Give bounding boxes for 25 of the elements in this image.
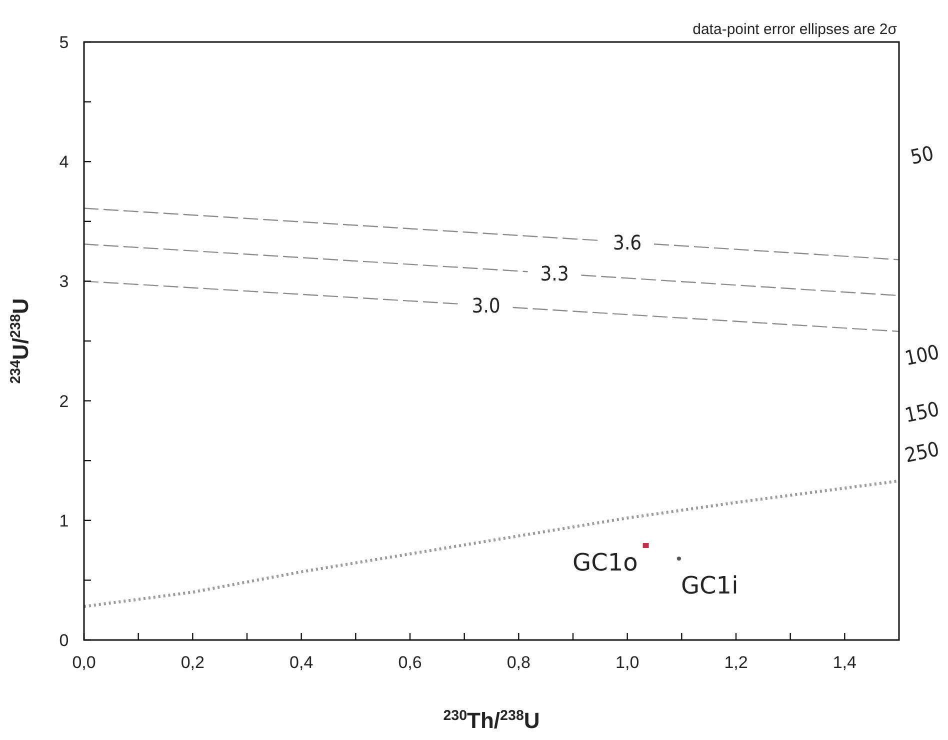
- y-tick-label: 5: [59, 33, 69, 52]
- series-label: 3.3: [540, 261, 569, 286]
- x-tick-label: 1,4: [832, 653, 856, 672]
- y-tick-label: 1: [59, 511, 69, 530]
- y-tick-label: 4: [59, 152, 69, 172]
- x-tick-label: 1,2: [724, 653, 748, 672]
- x-tick-label: 0,2: [180, 653, 204, 672]
- y-tick-label: 3: [59, 272, 69, 292]
- series-label: GC1i: [680, 572, 738, 600]
- text: 150: [902, 396, 942, 428]
- text: data-point error ellipses are 2σ: [692, 21, 898, 38]
- series-label: GC1o: [572, 548, 638, 577]
- x-tick-label: 0,0: [72, 653, 96, 672]
- text: 50: [908, 140, 936, 170]
- x-tick-label: 0,6: [398, 653, 422, 672]
- text: 100: [902, 340, 942, 370]
- series-label: 3.6: [613, 230, 642, 254]
- x-tick-label: 0,4: [290, 653, 314, 672]
- y-tick-label: 2: [59, 392, 69, 411]
- series-label: 3.0: [472, 294, 500, 318]
- text: 250: [902, 436, 942, 468]
- x-tick-label: 0,8: [506, 653, 530, 672]
- x-tick-label: 1,0: [616, 653, 640, 672]
- y-tick-label: 0: [59, 631, 69, 650]
- x-axis-title: $^{230}$Th/$^{238}$U: [443, 708, 540, 733]
